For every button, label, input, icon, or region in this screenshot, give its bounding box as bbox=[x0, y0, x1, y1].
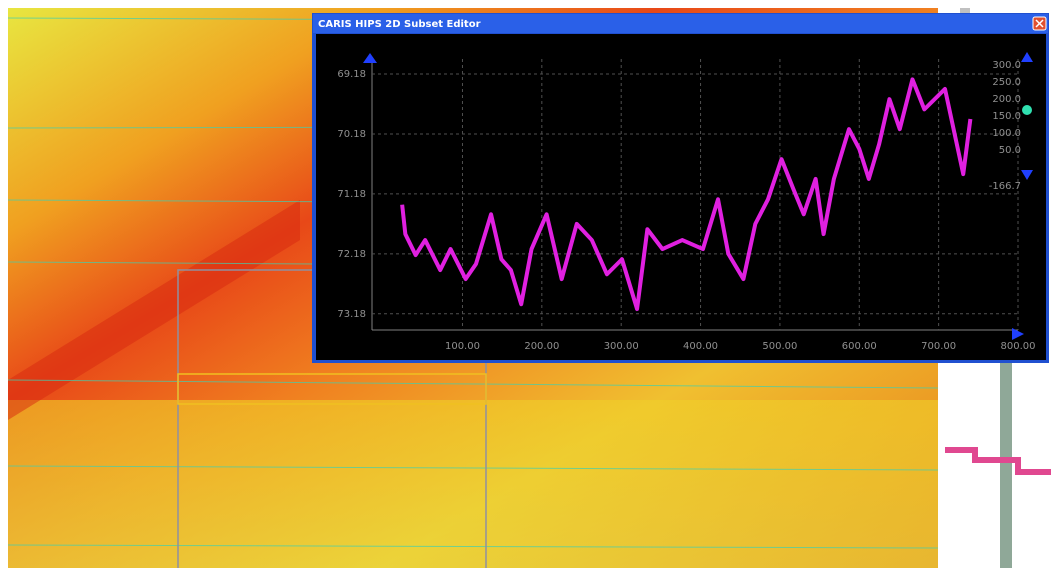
scale-label: 250.0 bbox=[992, 77, 1021, 88]
x-tick-label: 600.00 bbox=[842, 341, 877, 352]
y-tick-label: 69.18 bbox=[337, 69, 366, 80]
scale-handle[interactable] bbox=[1022, 105, 1032, 115]
y-tick-label: 72.18 bbox=[337, 249, 366, 260]
x-tick-label: 700.00 bbox=[921, 341, 956, 352]
scale-label: 150.0 bbox=[992, 111, 1021, 122]
scale-label: -166.7 bbox=[989, 181, 1021, 192]
y-tick-label: 70.18 bbox=[337, 129, 366, 140]
y-tick-label: 71.18 bbox=[337, 189, 366, 200]
y-tick-label: 73.18 bbox=[337, 309, 366, 320]
scale-label: 100.0 bbox=[992, 128, 1021, 139]
scale-label: 300.0 bbox=[992, 60, 1021, 71]
map-gray-line bbox=[1000, 360, 1012, 568]
scale-label: 50.0 bbox=[999, 145, 1021, 156]
x-tick-label: 100.00 bbox=[445, 341, 480, 352]
x-tick-label: 500.00 bbox=[762, 341, 797, 352]
scale-label: 200.0 bbox=[992, 94, 1021, 105]
map-survey-lines bbox=[8, 400, 938, 568]
x-tick-label: 800.00 bbox=[1001, 341, 1036, 352]
x-tick-label: 300.00 bbox=[604, 341, 639, 352]
window-title: CARIS HIPS 2D Subset Editor bbox=[318, 19, 481, 30]
x-tick-label: 200.00 bbox=[524, 341, 559, 352]
x-tick-label: 400.00 bbox=[683, 341, 718, 352]
screen: CARIS HIPS 2D Subset Editor 69.18 70.18 71… bbox=[0, 0, 1051, 573]
plot-area bbox=[316, 34, 1046, 360]
